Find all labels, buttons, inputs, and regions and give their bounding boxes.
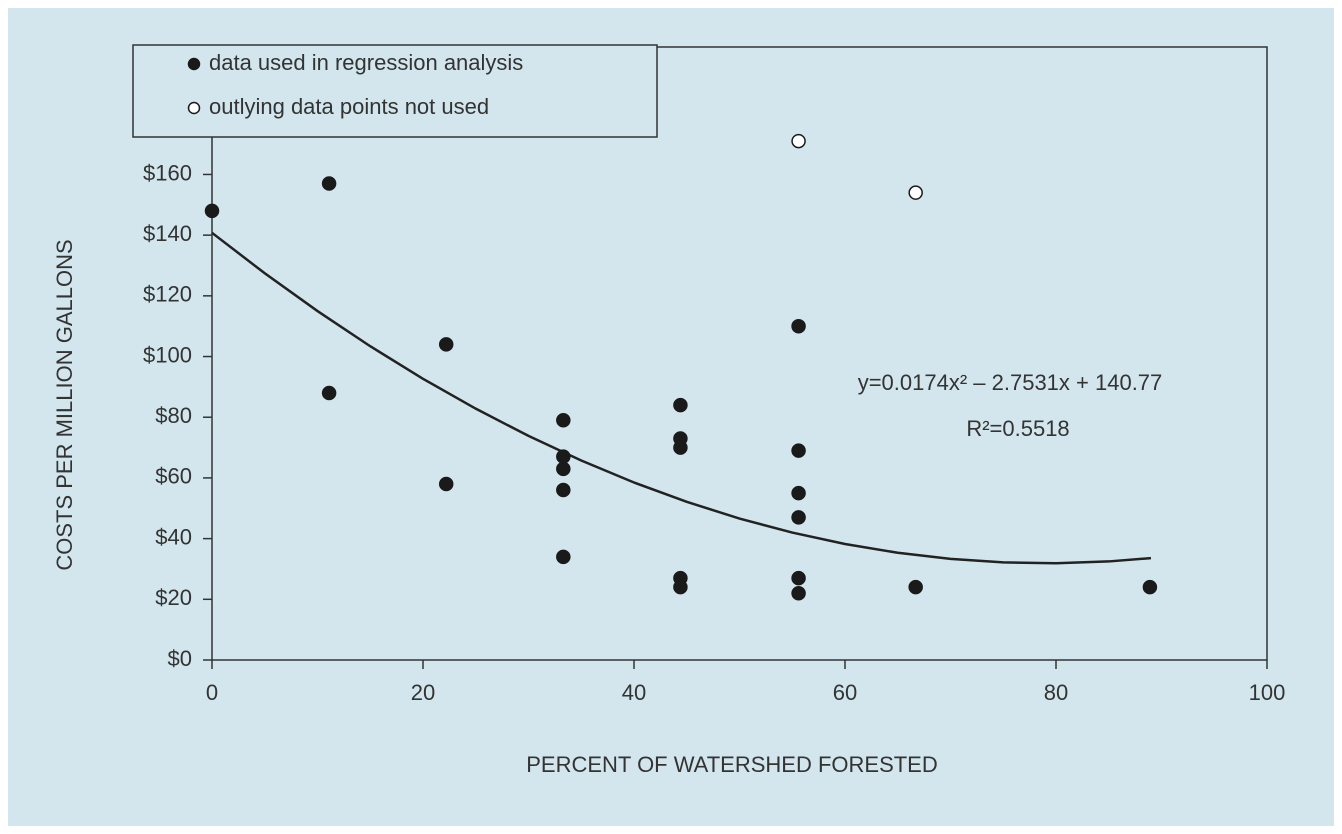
x-tick-label: 80 [1044,680,1068,705]
data-point [438,337,454,352]
data-point [1142,579,1158,595]
data-point [673,397,688,413]
y-tick-label: $140 [143,221,192,246]
data-point [204,203,220,219]
data-point [791,318,806,334]
data-point [791,510,806,525]
data-point [321,385,337,401]
open-point [908,185,923,200]
legend-marker [187,57,201,71]
x-tick-label: 40 [622,680,646,705]
data-point [556,449,571,464]
x-tick-label: 20 [411,680,435,705]
chart-background [8,8,1334,826]
data-point [791,443,806,458]
regression-curve [211,231,1152,565]
data-point [791,570,806,586]
x-tick-label: 0 [206,680,218,705]
open-point [791,133,806,149]
y-tick-label: $100 [143,342,192,367]
data-point [556,482,571,498]
data-point [673,579,688,595]
data-point [556,461,571,477]
x-axis-label: PERCENT OF WATERSHED FORESTED [526,752,938,777]
x-tick-label: 100 [1249,680,1286,705]
data-point [438,476,454,492]
legend-label: data used in regression analysis [209,50,523,75]
plot-frame [211,46,1268,661]
y-tick-label: $160 [143,160,192,185]
data-point [556,413,571,428]
legend-marker [187,101,201,115]
y-tick-label: $120 [143,282,192,307]
data-point [908,579,923,595]
y-tick-label: $40 [155,524,192,549]
data-point [791,485,806,501]
regression-equation: y=0.0174x² – 2.7531x + 140.77 [858,370,1163,395]
r-squared: R²=0.5518 [966,416,1069,441]
data-point [673,440,688,455]
y-axis-label: COSTS PER MILLION GALLONS [52,239,77,570]
legend-label: outlying data points not used [209,94,489,119]
data-point [556,549,571,565]
legend-box [132,44,658,138]
data-point [321,176,337,191]
y-tick-label: $80 [155,403,192,428]
y-tick-label: $20 [155,585,192,610]
x-tick-label: 60 [833,680,857,705]
data-point [791,585,806,601]
y-tick-label: $60 [155,464,192,489]
y-tick-label: $0 [168,646,192,671]
